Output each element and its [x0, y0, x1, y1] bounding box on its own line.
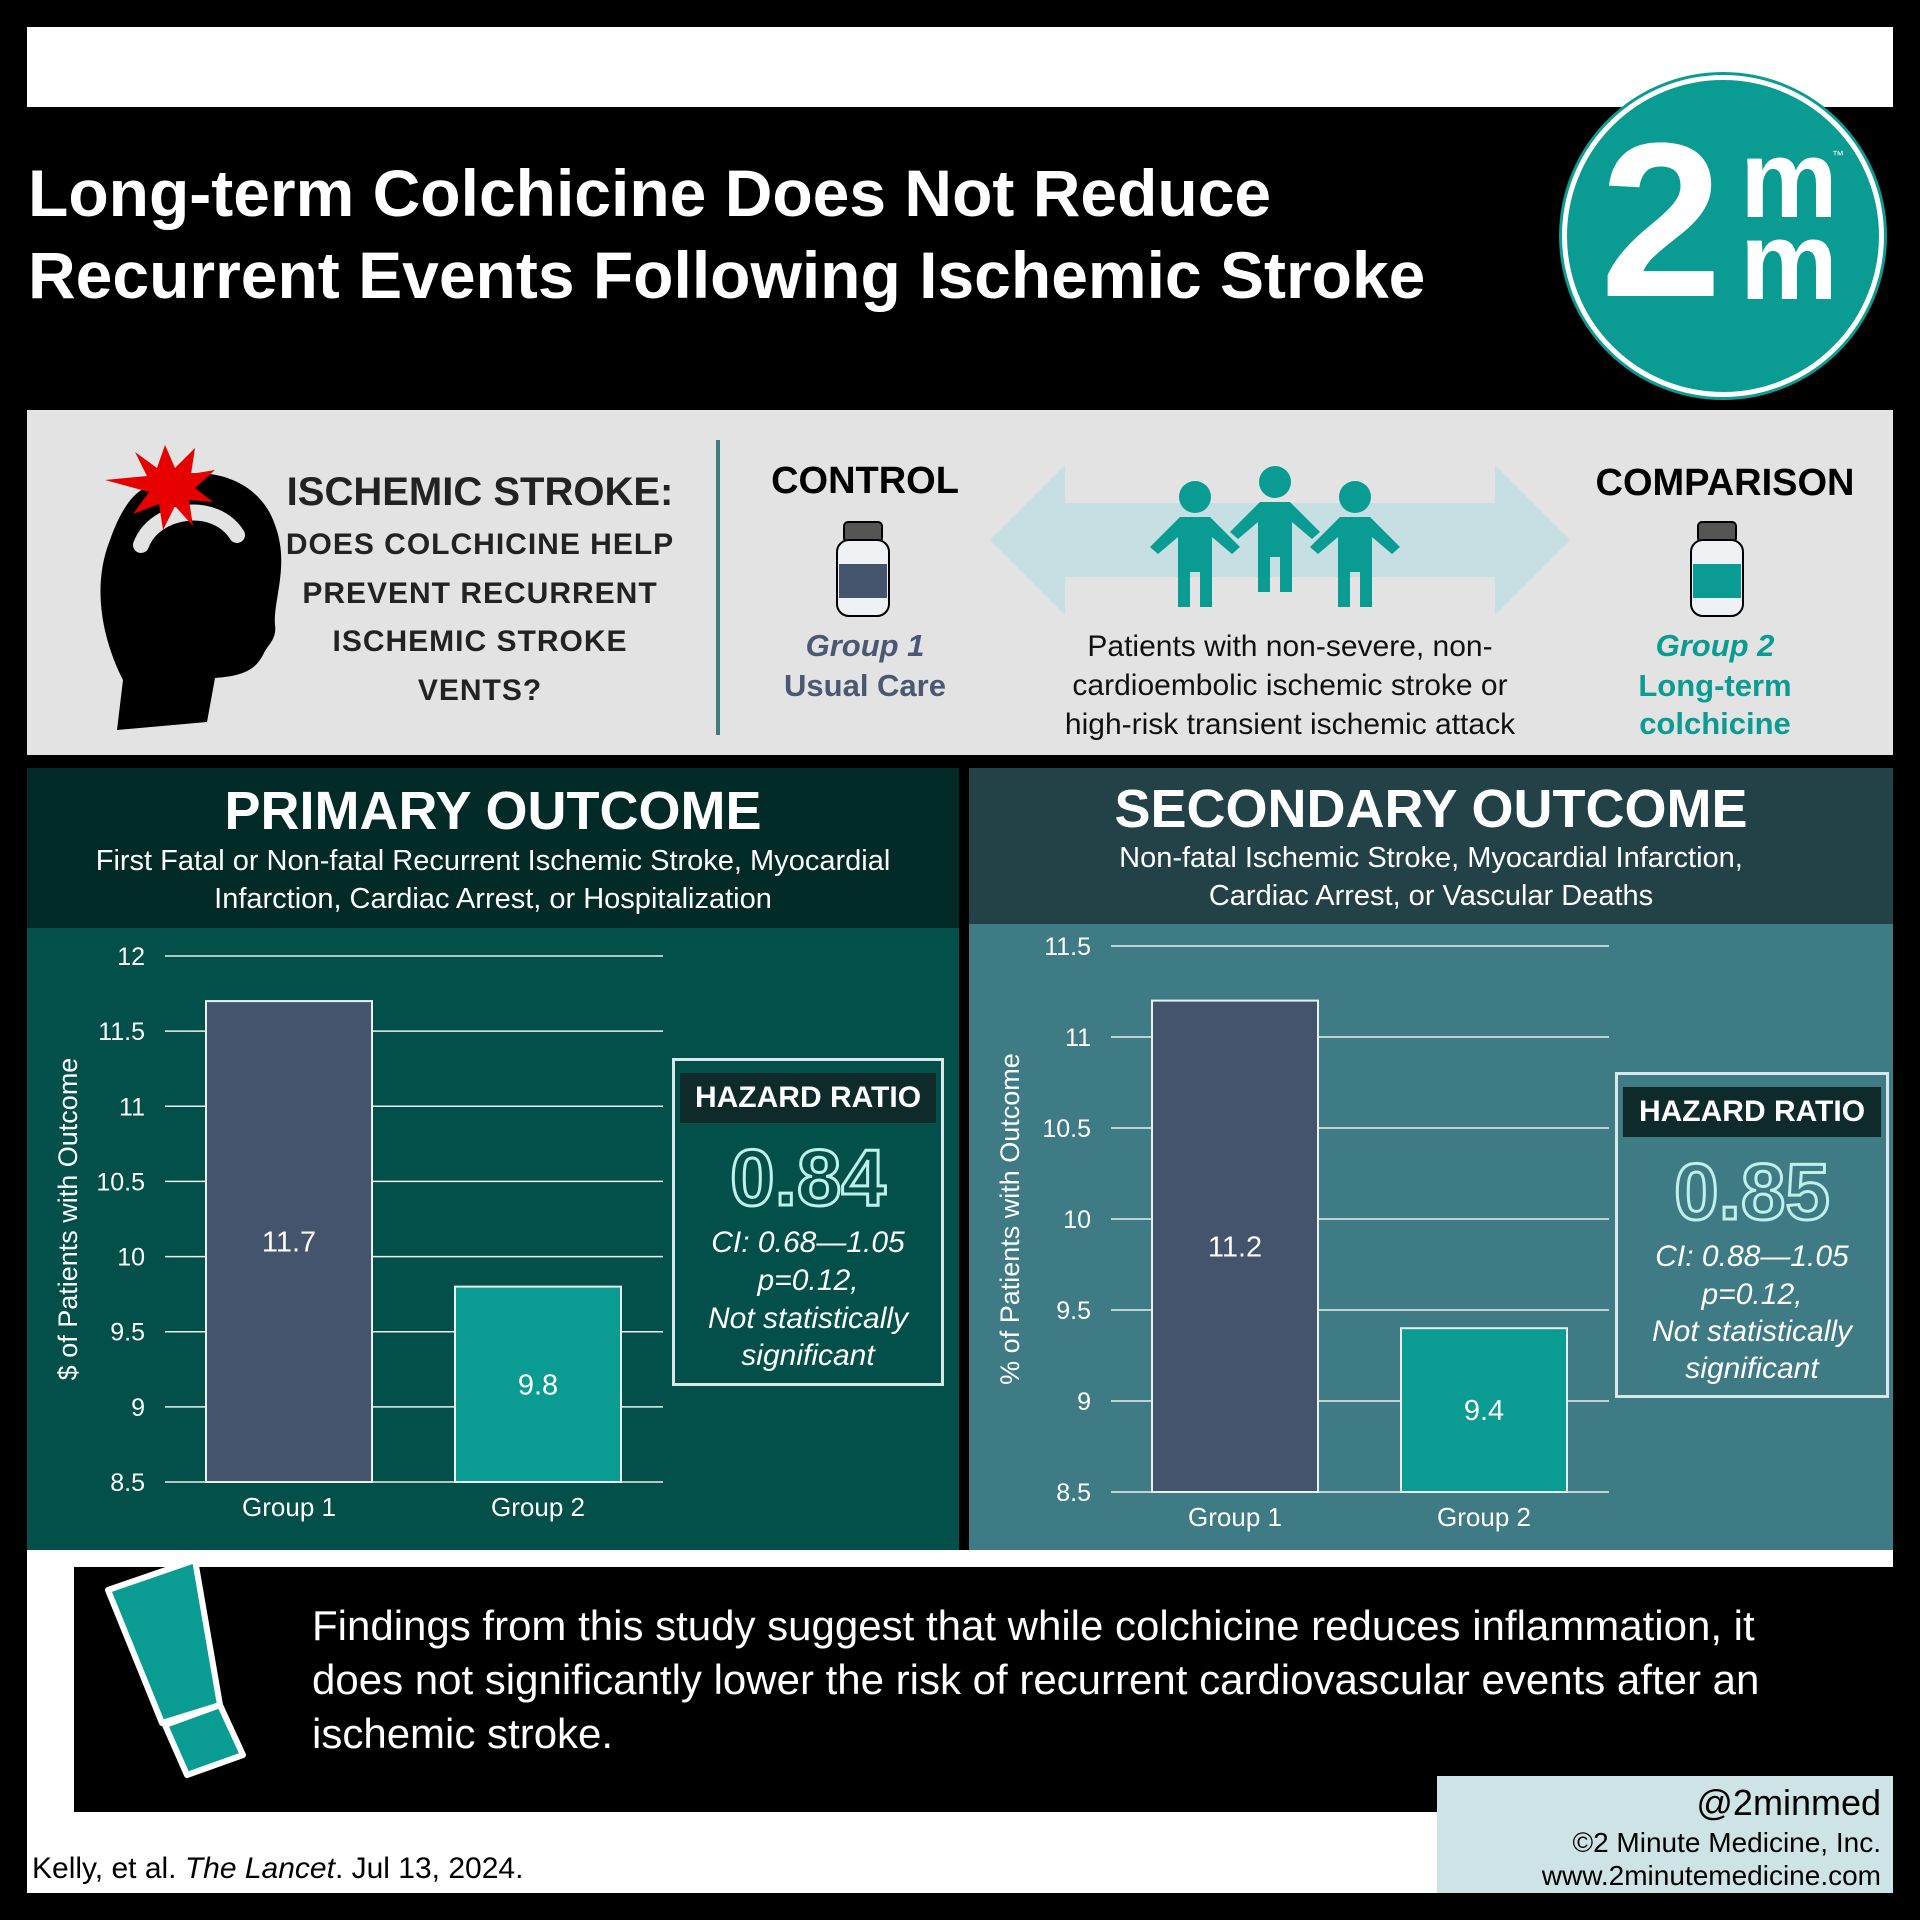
y-tick-label: 8.5 — [110, 1469, 145, 1497]
question-line-2: PREVENT RECURRENT — [302, 577, 658, 610]
bar-group-2 — [1400, 1327, 1568, 1494]
conclusion-line-2: does not significantly lower the risk of… — [312, 1656, 1760, 1703]
secondary-hazard-ratio-value: 0.85 — [1673, 1146, 1832, 1238]
y-tick-label: 9 — [131, 1394, 145, 1422]
social-handle[interactable]: @2minmed — [1696, 1782, 1881, 1823]
y-tick-label: 11.5 — [1044, 933, 1091, 961]
bar-group-1 — [205, 1000, 373, 1483]
secondary-outcome-title: SECONDARY OUTCOME — [1114, 779, 1748, 839]
y-tick-label: 8.5 — [1056, 1479, 1091, 1507]
page-title: Long-term Colchicine Does Not Reduce Rec… — [28, 152, 1528, 316]
patients-group-icon — [1150, 466, 1400, 607]
contact-box — [1437, 1776, 1893, 1893]
y-axis-label: $ of Patients with Outcome — [53, 1058, 83, 1381]
secondary-hazard-ratio-note-1: Not statistically — [1651, 1315, 1853, 1348]
citation-journal: The Lancet — [184, 1852, 335, 1885]
primary-outcome-chart: 8.5 9 9.5 10 10.5 11 11.5 12 11.7 Group 1 9.8 Group… — [53, 943, 663, 1522]
y-tick-label: 9.5 — [1056, 1297, 1091, 1325]
title-line-1: Long-term Colchicine Does Not Reduce — [28, 156, 1272, 230]
population-line-2: cardioembolic ischemic stroke or — [1072, 669, 1508, 702]
group1-treatment: Usual Care — [784, 668, 946, 703]
conclusion-margin — [27, 1567, 74, 1812]
y-tick-label: 9.5 — [110, 1319, 145, 1347]
bar-data-label: 9.4 — [1464, 1395, 1504, 1427]
logo-m-top: m — [1740, 118, 1838, 241]
x-tick-label: Group 2 — [491, 1492, 585, 1522]
group2-label: Group 2 — [1655, 628, 1775, 663]
question-line-4: VENTS? — [417, 674, 543, 707]
citation-authors: Kelly, et al. — [32, 1852, 185, 1885]
conclusion-box — [74, 1567, 1893, 1812]
bar-data-label: 11.7 — [262, 1227, 316, 1259]
primary-outcome-subtitle-1: First Fatal or Non-fatal Recurrent Ische… — [95, 845, 891, 877]
secondary-outcome-subtitle-2: Cardiac Arrest, or Vascular Deaths — [1208, 880, 1654, 912]
exclamation-icon — [105, 1557, 246, 1778]
bar-data-label: 9.8 — [518, 1369, 558, 1401]
control-heading: CONTROL — [771, 460, 959, 502]
comparison-heading: COMPARISON — [1595, 462, 1855, 504]
primary-hazard-ratio-value: 0.84 — [729, 1132, 888, 1224]
logo-m-bottom: m — [1740, 200, 1838, 323]
intro-divider — [716, 440, 720, 735]
primary-hazard-ratio-box — [672, 1058, 944, 1386]
y-tick-label: 9 — [1077, 1388, 1091, 1416]
population-line-1: Patients with non-severe, non- — [1087, 630, 1493, 663]
secondary-hazard-ratio-label: HAZARD RATIO — [1623, 1087, 1881, 1137]
question-line-3: ISCHEMIC STROKE — [332, 625, 628, 658]
head-stroke-icon — [100, 445, 282, 730]
conclusion-line-3: ischemic stroke. — [312, 1710, 614, 1757]
group2-treatment-line-2: colchicine — [1639, 706, 1791, 741]
secondary-hazard-ratio-box — [1615, 1072, 1889, 1398]
y-tick-label: 11 — [119, 1093, 145, 1121]
y-tick-label: 10 — [117, 1244, 145, 1272]
top-strip — [27, 27, 1893, 107]
secondary-outcome-chart: 8.5 9 9.5 10 10.5 11 11.5 11.2 Group 1 9.4 Group 2… — [995, 933, 1609, 1532]
x-tick-label: Group 1 — [1188, 1502, 1282, 1532]
primary-hazard-ratio-ci: CI: 0.68—1.05 — [711, 1226, 905, 1259]
primary-hazard-ratio-note-1: Not statistically — [707, 1302, 909, 1335]
intro-band — [27, 410, 1893, 755]
question-title: ISCHEMIC STROKE: — [286, 470, 674, 514]
secondary-hazard-ratio-ci: CI: 0.88—1.05 — [1655, 1240, 1849, 1273]
y-axis-label: % of Patients with Outcome — [995, 1053, 1025, 1385]
citation-date: . Jul 13, 2024. — [334, 1852, 524, 1885]
primary-hazard-ratio-note-2: significant — [741, 1339, 875, 1372]
logo-trademark: ™ — [1832, 148, 1844, 162]
copyright: ©2 Minute Medicine, Inc. — [1572, 1827, 1881, 1858]
primary-outcome-title: PRIMARY OUTCOME — [224, 781, 762, 841]
x-tick-label: Group 1 — [242, 1492, 336, 1522]
y-tick-label: 12 — [117, 943, 145, 971]
primary-hazard-ratio-label: HAZARD RATIO — [680, 1073, 936, 1123]
primary-outcome-header — [27, 768, 959, 928]
secondary-hazard-ratio-p: p=0.12, — [1701, 1278, 1803, 1311]
logo-two: 2 — [1600, 97, 1722, 343]
website-link[interactable]: www.2minutemedicine.com — [1541, 1860, 1881, 1891]
y-tick-label: 10.5 — [1042, 1115, 1091, 1143]
title-line-2: Recurrent Events Following Ischemic Stro… — [28, 238, 1426, 312]
comparison-bottle-icon — [1690, 521, 1744, 617]
citation: Kelly, et al. The Lancet. Jul 13, 2024. — [32, 1852, 523, 1886]
y-tick-label: 10 — [1063, 1206, 1091, 1234]
conclusion-line-1: Findings from this study suggest that wh… — [312, 1602, 1755, 1649]
x-tick-label: Group 2 — [1437, 1502, 1531, 1532]
control-bottle-icon — [836, 521, 890, 617]
y-tick-label: 10.5 — [96, 1168, 145, 1196]
population-line-3: high-risk transient ischemic attack — [1064, 708, 1516, 741]
panel-divider — [27, 1550, 1893, 1567]
primary-hazard-ratio-p: p=0.12, — [757, 1264, 859, 1297]
secondary-outcome-header — [969, 768, 1893, 924]
secondary-hazard-ratio-note-2: significant — [1685, 1352, 1819, 1385]
bar-group-2 — [454, 1285, 622, 1483]
group2-treatment-line-1: Long-term — [1638, 668, 1792, 703]
secondary-outcome-subtitle-1: Non-fatal Ischemic Stroke, Myocardial In… — [1119, 842, 1743, 874]
y-tick-label: 11 — [1065, 1024, 1091, 1052]
question-line-1: DOES COLCHICINE HELP — [285, 528, 675, 561]
primary-outcome-subtitle-2: Infarction, Cardiac Arrest, or Hospitali… — [214, 883, 772, 915]
bar-group-1 — [1151, 999, 1319, 1493]
brand-logo — [1562, 75, 1884, 397]
bar-data-label: 11.2 — [1208, 1231, 1262, 1263]
group1-label: Group 1 — [805, 628, 925, 663]
y-tick-label: 11.5 — [98, 1018, 145, 1046]
